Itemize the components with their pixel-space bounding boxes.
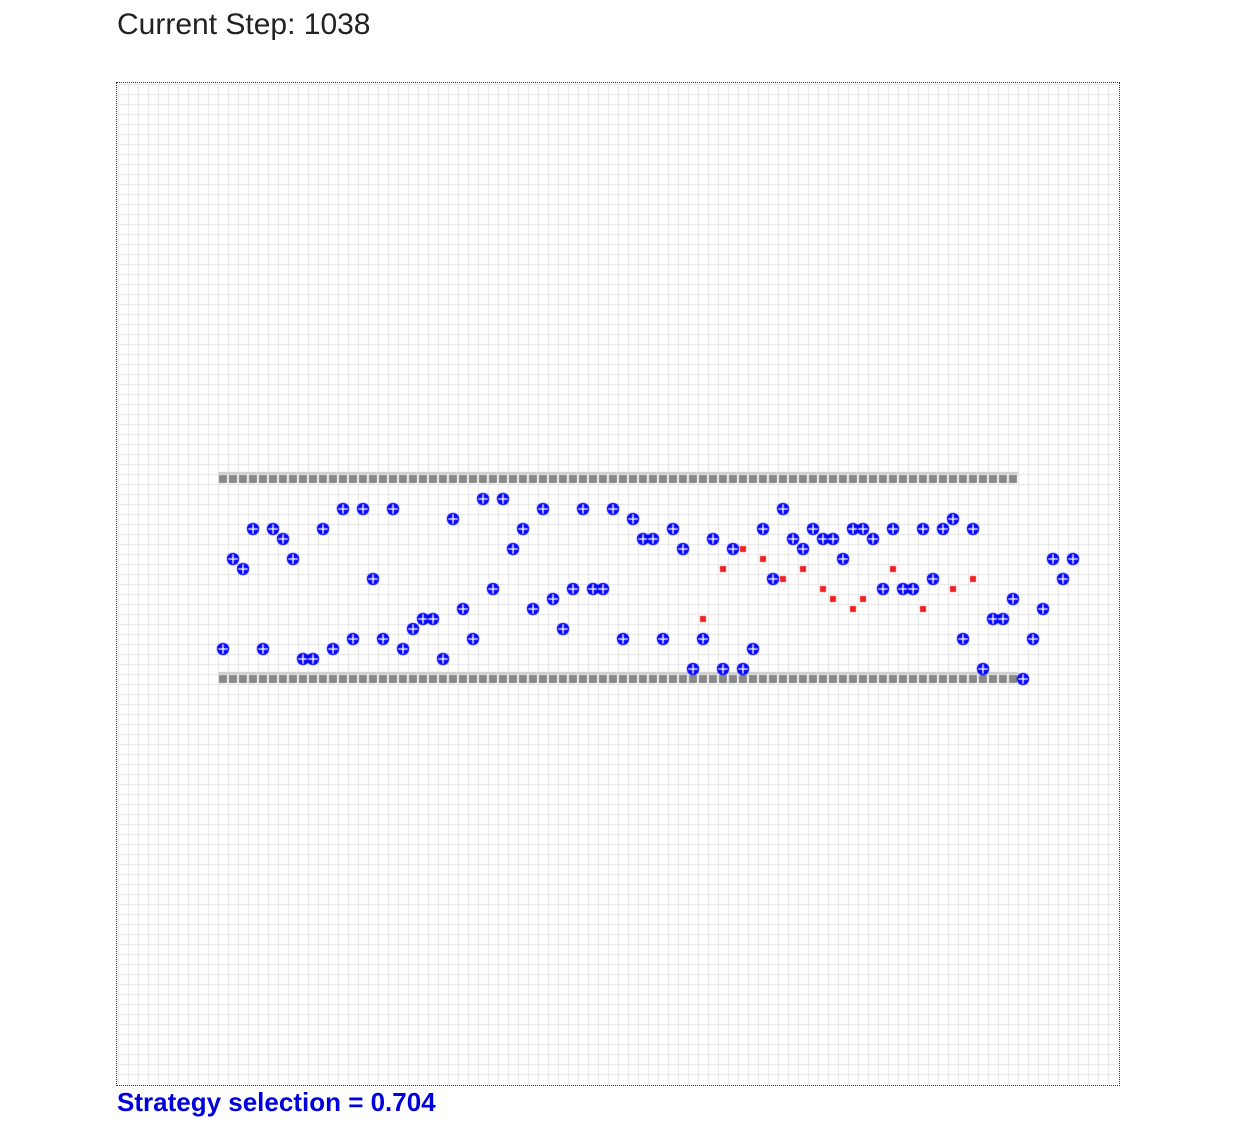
current-step-label: Current Step: 1038 [117,8,371,41]
simulation-canvas [118,84,1118,1084]
simulation-grid [116,82,1120,1086]
strategy-selection-label: Strategy selection = 0.704 [117,1087,436,1117]
